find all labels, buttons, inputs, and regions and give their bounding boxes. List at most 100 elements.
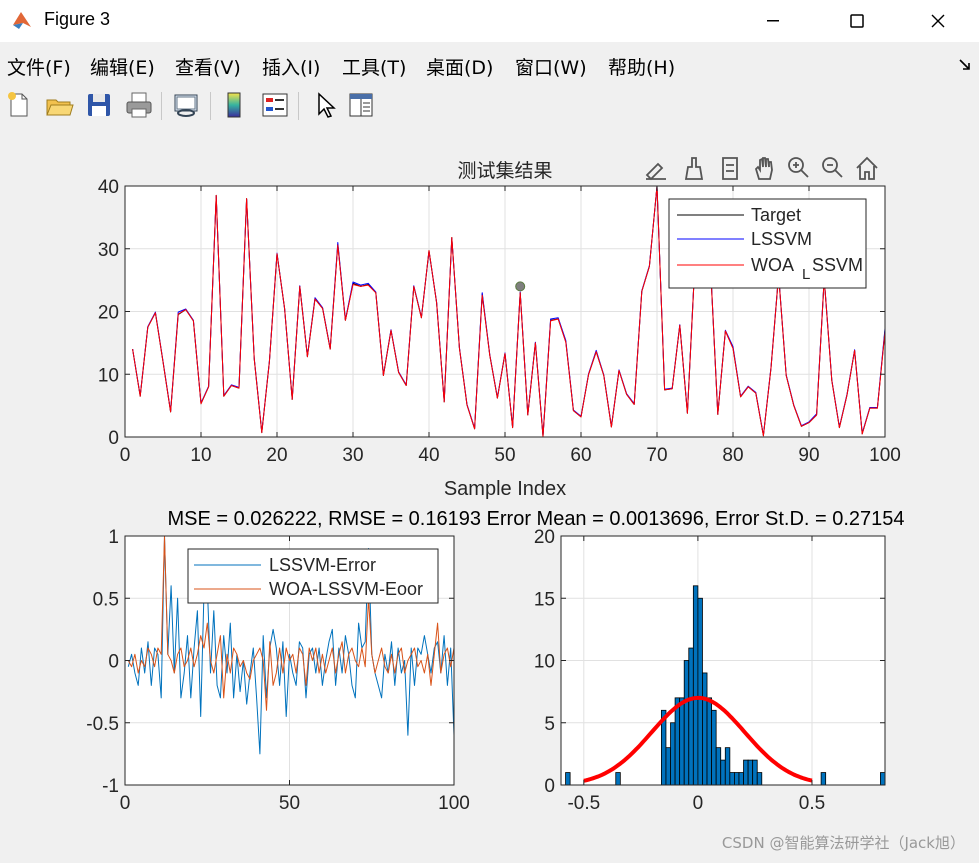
toolbar-separator <box>210 92 211 120</box>
figure-plots: 0 10 20 30 40 50 60 70 80 90 100010203040测试集结果Samp… <box>86 156 905 814</box>
window-title: Figure 3 <box>44 9 111 29</box>
data-cursor-icon[interactable] <box>684 157 704 180</box>
toolbar-separator <box>298 92 299 120</box>
error-chart-y-tick-label: 0 <box>108 652 119 673</box>
menu-window[interactable]: 窗口(W) <box>515 57 587 79</box>
brush-icon[interactable] <box>645 162 666 181</box>
error-chart-y-tick-label: -1 <box>102 776 119 797</box>
close-icon <box>931 14 945 28</box>
main-chart-legend-box <box>668 198 867 289</box>
property-icon[interactable] <box>346 90 376 120</box>
histogram-bar <box>747 759 754 786</box>
histogram-chart-y-tick-label: 20 <box>534 527 555 548</box>
error-chart-y-tick-label: -0.5 <box>86 714 119 735</box>
normal-fit-curve <box>583 695 813 783</box>
error-legend-box <box>187 548 439 604</box>
menu-view[interactable]: 查看(V) <box>175 57 241 79</box>
histogram-bar <box>720 759 726 786</box>
histogram-bar <box>683 660 690 786</box>
print-icon[interactable] <box>124 90 154 120</box>
histogram-bar <box>615 772 621 786</box>
main-chart-x-tick-label: 70 <box>646 445 667 466</box>
maximize-icon <box>850 14 864 28</box>
error-chart-x-tick-label: 0 <box>120 793 131 814</box>
main-chart-x-tick-label: 90 <box>798 445 819 466</box>
histogram-bar <box>743 759 749 786</box>
legend-label-ssvm: SSVM <box>812 255 863 275</box>
woa-lssvm-error-line <box>127 535 455 711</box>
error-chart-y-tick-label: 0.5 <box>93 589 119 610</box>
histogram-bar <box>729 772 735 786</box>
histogram-bar <box>756 772 763 786</box>
histogram-chart-y-tick-label: 5 <box>544 714 555 735</box>
error-chart-y-tick-label: 1 <box>108 527 119 548</box>
menu-insert[interactable]: 插入(I) <box>262 57 321 79</box>
zoom-in-icon[interactable] <box>788 157 809 178</box>
zoom-out-icon[interactable] <box>822 157 843 178</box>
histogram-bar <box>670 722 676 786</box>
legend-label-subscript: L <box>802 266 810 283</box>
main-chart-y-tick-label: 0 <box>108 428 119 449</box>
histogram-bar <box>702 672 708 786</box>
main-chart-x-tick-label: 30 <box>342 445 363 466</box>
histogram-bar <box>565 772 571 786</box>
main-chart-title: 测试集结果 <box>457 160 552 182</box>
legend-label-lssvm: LSSVM <box>751 229 812 249</box>
home-icon[interactable] <box>856 156 878 180</box>
histogram-bar <box>674 697 681 786</box>
dock-arrow-icon[interactable] <box>958 58 972 72</box>
histogram-bar <box>880 772 886 786</box>
legend-icon[interactable] <box>260 90 290 120</box>
toolbar-separator <box>161 92 162 120</box>
histogram-bar <box>688 647 694 786</box>
main-chart-y-tick-label: 10 <box>98 365 119 386</box>
woa-lssvm-series-line <box>132 185 886 437</box>
main-chart-x-tick-label: 10 <box>190 445 211 466</box>
menu-desktop[interactable]: 桌面(D) <box>426 57 494 79</box>
maximize-button[interactable] <box>834 0 880 42</box>
histogram-bar <box>697 597 703 786</box>
menu-tools[interactable]: 工具(T) <box>342 57 407 79</box>
pointer-icon[interactable] <box>310 90 340 120</box>
main-chart-x-tick-label: 60 <box>570 445 591 466</box>
histogram-bar <box>665 747 671 786</box>
legend-label-target: Target <box>751 205 801 225</box>
link-icon[interactable] <box>172 90 202 120</box>
histogram-bar <box>752 759 758 786</box>
main-chart-y-tick-label: 40 <box>98 177 119 198</box>
histogram-chart-y-tick-label: 10 <box>534 652 555 673</box>
histogram-chart-x-tick-label: -0.5 <box>567 793 600 814</box>
main-chart-x-tick-label: 80 <box>722 445 743 466</box>
lssvm-error-line <box>127 535 455 755</box>
histogram-bar <box>706 697 712 786</box>
main-chart-x-tick-label: 50 <box>494 445 515 466</box>
pan-icon[interactable] <box>754 157 773 180</box>
menu-help[interactable]: 帮助(H) <box>608 57 676 79</box>
datatip-icon[interactable] <box>722 157 738 180</box>
histogram-bar <box>724 747 731 786</box>
minimize-button[interactable] <box>750 0 796 42</box>
legend-label-woa-error: WOA-LSSVM-Eoor <box>269 579 423 599</box>
new-figure-icon[interactable] <box>4 90 34 120</box>
figure-canvas: 0 10 20 30 40 50 60 70 80 90 100 0 10 20 30 40 测试集结果 Samp… <box>0 130 979 863</box>
histogram-chart-y-tick-label: 15 <box>534 589 555 610</box>
close-button[interactable] <box>915 0 961 42</box>
main-chart-x-label: Sample Index <box>444 478 566 500</box>
legend-label-woa: WOA <box>751 255 794 275</box>
menu-file[interactable]: 文件(F) <box>7 57 71 79</box>
save-icon[interactable] <box>84 90 114 120</box>
colorbar-icon[interactable] <box>220 90 250 120</box>
minimize-icon <box>767 20 779 22</box>
main-chart-y-tick-label: 30 <box>98 240 119 261</box>
menu-bar: 文件(F) 编辑(E) 查看(V) 插入(I) 工具(T) 桌面(D) 窗口(W… <box>0 50 979 80</box>
histogram-bar <box>820 772 827 786</box>
data-tip-marker <box>515 281 526 292</box>
open-icon[interactable] <box>44 90 74 120</box>
menu-edit[interactable]: 编辑(E) <box>90 57 155 79</box>
watermark: CSDN @智能算法研学社（Jack旭） <box>721 834 965 852</box>
main-chart-y-tick-label: 20 <box>98 303 119 324</box>
main-chart-x-tick-label: 100 <box>869 445 901 466</box>
error-chart-x-tick-label: 100 <box>438 793 470 814</box>
matlab-icon <box>13 12 31 29</box>
title-bar: Figure 3 <box>0 0 979 42</box>
